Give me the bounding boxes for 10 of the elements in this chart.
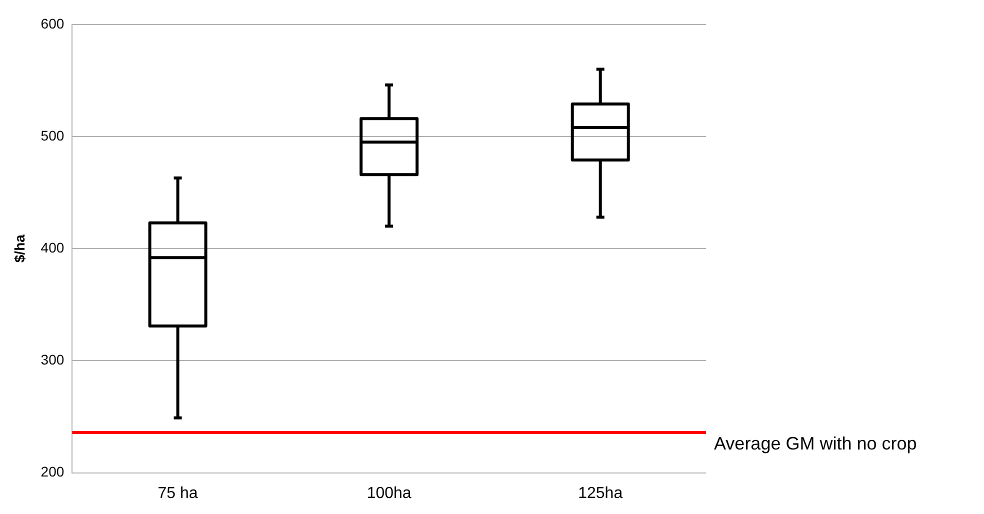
x-tick-label: 75 ha	[158, 484, 198, 502]
y-tick-label: 600	[40, 15, 64, 32]
ref-line-label: Average GM with no crop	[714, 433, 917, 454]
x-tick-label: 100ha	[366, 484, 412, 502]
x-tick-label: 125ha	[578, 484, 623, 502]
y-tick-label: 300	[40, 352, 64, 368]
y-tick-label: 200	[40, 464, 64, 480]
y-axis-title: $/ha	[11, 234, 28, 263]
y-tick-label: 400	[40, 239, 64, 256]
y-tick-label: 500	[40, 127, 64, 144]
